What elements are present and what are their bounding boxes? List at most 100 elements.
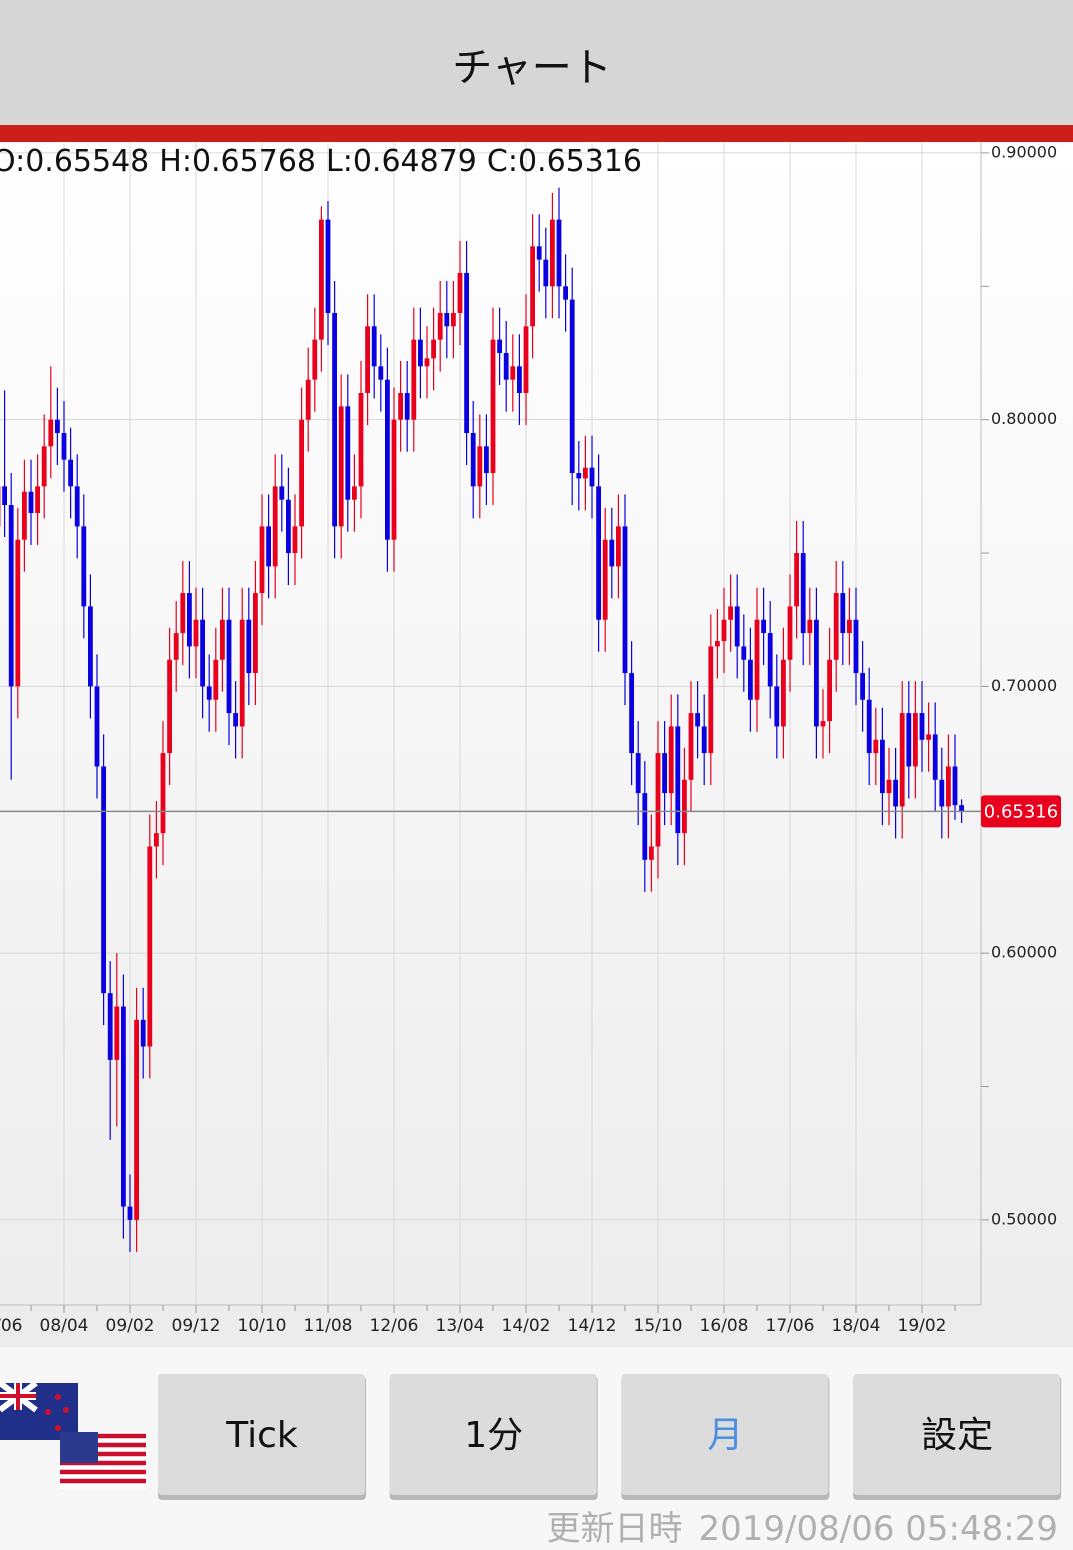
candle-body xyxy=(715,641,720,647)
candle-body xyxy=(167,659,172,754)
candle-body xyxy=(695,713,700,727)
candle-body xyxy=(213,659,219,700)
candle-body xyxy=(860,673,865,700)
candle-body xyxy=(246,619,252,674)
candle-body xyxy=(959,805,964,812)
candle-body xyxy=(787,606,793,660)
candle-body xyxy=(121,1006,126,1207)
candle-body xyxy=(596,486,601,620)
currency-flags[interactable] xyxy=(0,1380,146,1489)
ohlc-label: C: xyxy=(487,144,518,179)
candle-body xyxy=(490,339,496,474)
candle-body xyxy=(88,606,93,687)
nz-star xyxy=(55,1425,61,1431)
us-flag-stripes xyxy=(60,1433,146,1484)
candle-body xyxy=(2,486,7,506)
candle-body xyxy=(107,993,113,1060)
candle-body xyxy=(55,419,60,434)
candle-body xyxy=(622,526,628,674)
candle-body xyxy=(589,467,595,487)
candle-body xyxy=(279,486,285,500)
candle-body xyxy=(444,312,450,327)
x-tick-label: 14/02 xyxy=(502,1316,551,1336)
x-tick-label: 13/04 xyxy=(436,1316,485,1336)
candle-body xyxy=(919,713,925,740)
candle-body xyxy=(253,593,258,674)
candle-body xyxy=(616,526,621,567)
candle-body xyxy=(312,339,318,380)
candle-body xyxy=(906,713,912,767)
y-tick-label: 0.80000 xyxy=(991,409,1057,428)
update-time: 更新日時 2019/08/06 05:48:29 xyxy=(547,1509,1058,1549)
x-tick-label: 07/06 xyxy=(0,1316,23,1336)
candle-body xyxy=(48,419,54,447)
candle-body xyxy=(926,734,931,740)
candle-body xyxy=(814,619,819,727)
candle-body xyxy=(286,499,291,554)
candle-body xyxy=(728,606,733,620)
candle-body xyxy=(259,526,265,594)
candle-body xyxy=(721,619,727,642)
button-label: Tick xyxy=(225,1415,298,1456)
candle-body xyxy=(688,713,694,780)
nz-star xyxy=(55,1394,61,1400)
candle-body xyxy=(609,539,615,567)
candle-body xyxy=(470,433,476,487)
tab-button[interactable]: 月 xyxy=(621,1374,830,1500)
candle-body xyxy=(668,726,674,794)
button-label: 月 xyxy=(707,1415,743,1456)
ohlc-value: 0.64879 xyxy=(353,144,477,179)
candle-body xyxy=(886,779,892,794)
candle-body xyxy=(81,526,87,607)
candle-body xyxy=(457,272,463,313)
candle-body xyxy=(866,699,872,754)
candle-body xyxy=(543,259,549,287)
candle-body xyxy=(807,619,813,634)
y-tick-label: 0.90000 xyxy=(991,142,1057,161)
candle-body xyxy=(576,473,582,479)
candles xyxy=(0,187,964,1252)
x-tick-label: 09/12 xyxy=(172,1316,221,1336)
candle-body xyxy=(411,339,417,420)
candle-body xyxy=(536,246,542,260)
candle-body xyxy=(266,526,271,567)
ohlc-label: L: xyxy=(326,144,353,179)
tab-button[interactable]: Tick xyxy=(158,1374,366,1500)
candle-body xyxy=(206,686,212,700)
ohlc-label: H: xyxy=(159,144,192,179)
tab-button[interactable]: 1分 xyxy=(389,1374,598,1500)
button-face xyxy=(389,1374,597,1495)
x-tick-label: 15/10 xyxy=(634,1316,683,1336)
candle-body xyxy=(140,1019,146,1047)
nz-flag-cross xyxy=(0,1383,36,1410)
candle-body xyxy=(484,446,489,474)
candle-body xyxy=(635,753,641,794)
candle-body xyxy=(378,366,384,380)
candle-body xyxy=(602,539,608,620)
page-title: チャート xyxy=(452,45,612,91)
ohlc-info: O:0.65548 H:0.65768 L:0.64879 C:0.65316 xyxy=(0,144,642,179)
candle-body xyxy=(477,446,483,487)
candle-body xyxy=(833,593,839,660)
candle-body xyxy=(932,734,938,780)
candle-body xyxy=(437,312,443,340)
candle-body xyxy=(523,326,529,394)
candle-body xyxy=(173,633,179,660)
tab-button[interactable]: 設定 xyxy=(853,1374,1062,1500)
candle-body xyxy=(305,379,311,420)
x-tick-label: 14/12 xyxy=(568,1316,617,1336)
candle-body xyxy=(15,539,21,687)
candle-body xyxy=(160,753,166,834)
candle-body xyxy=(655,753,661,847)
candle-body xyxy=(61,433,67,460)
button-label: 設定 xyxy=(921,1415,993,1456)
candle-body xyxy=(847,619,852,634)
candle-body xyxy=(325,219,331,313)
x-tick-label: 19/02 xyxy=(898,1316,947,1336)
candle-body xyxy=(180,593,186,634)
candle-body xyxy=(649,846,654,860)
candle-body xyxy=(94,686,100,767)
update-label: 更新日時 xyxy=(547,1509,683,1549)
ohlc-label: O: xyxy=(0,144,25,179)
